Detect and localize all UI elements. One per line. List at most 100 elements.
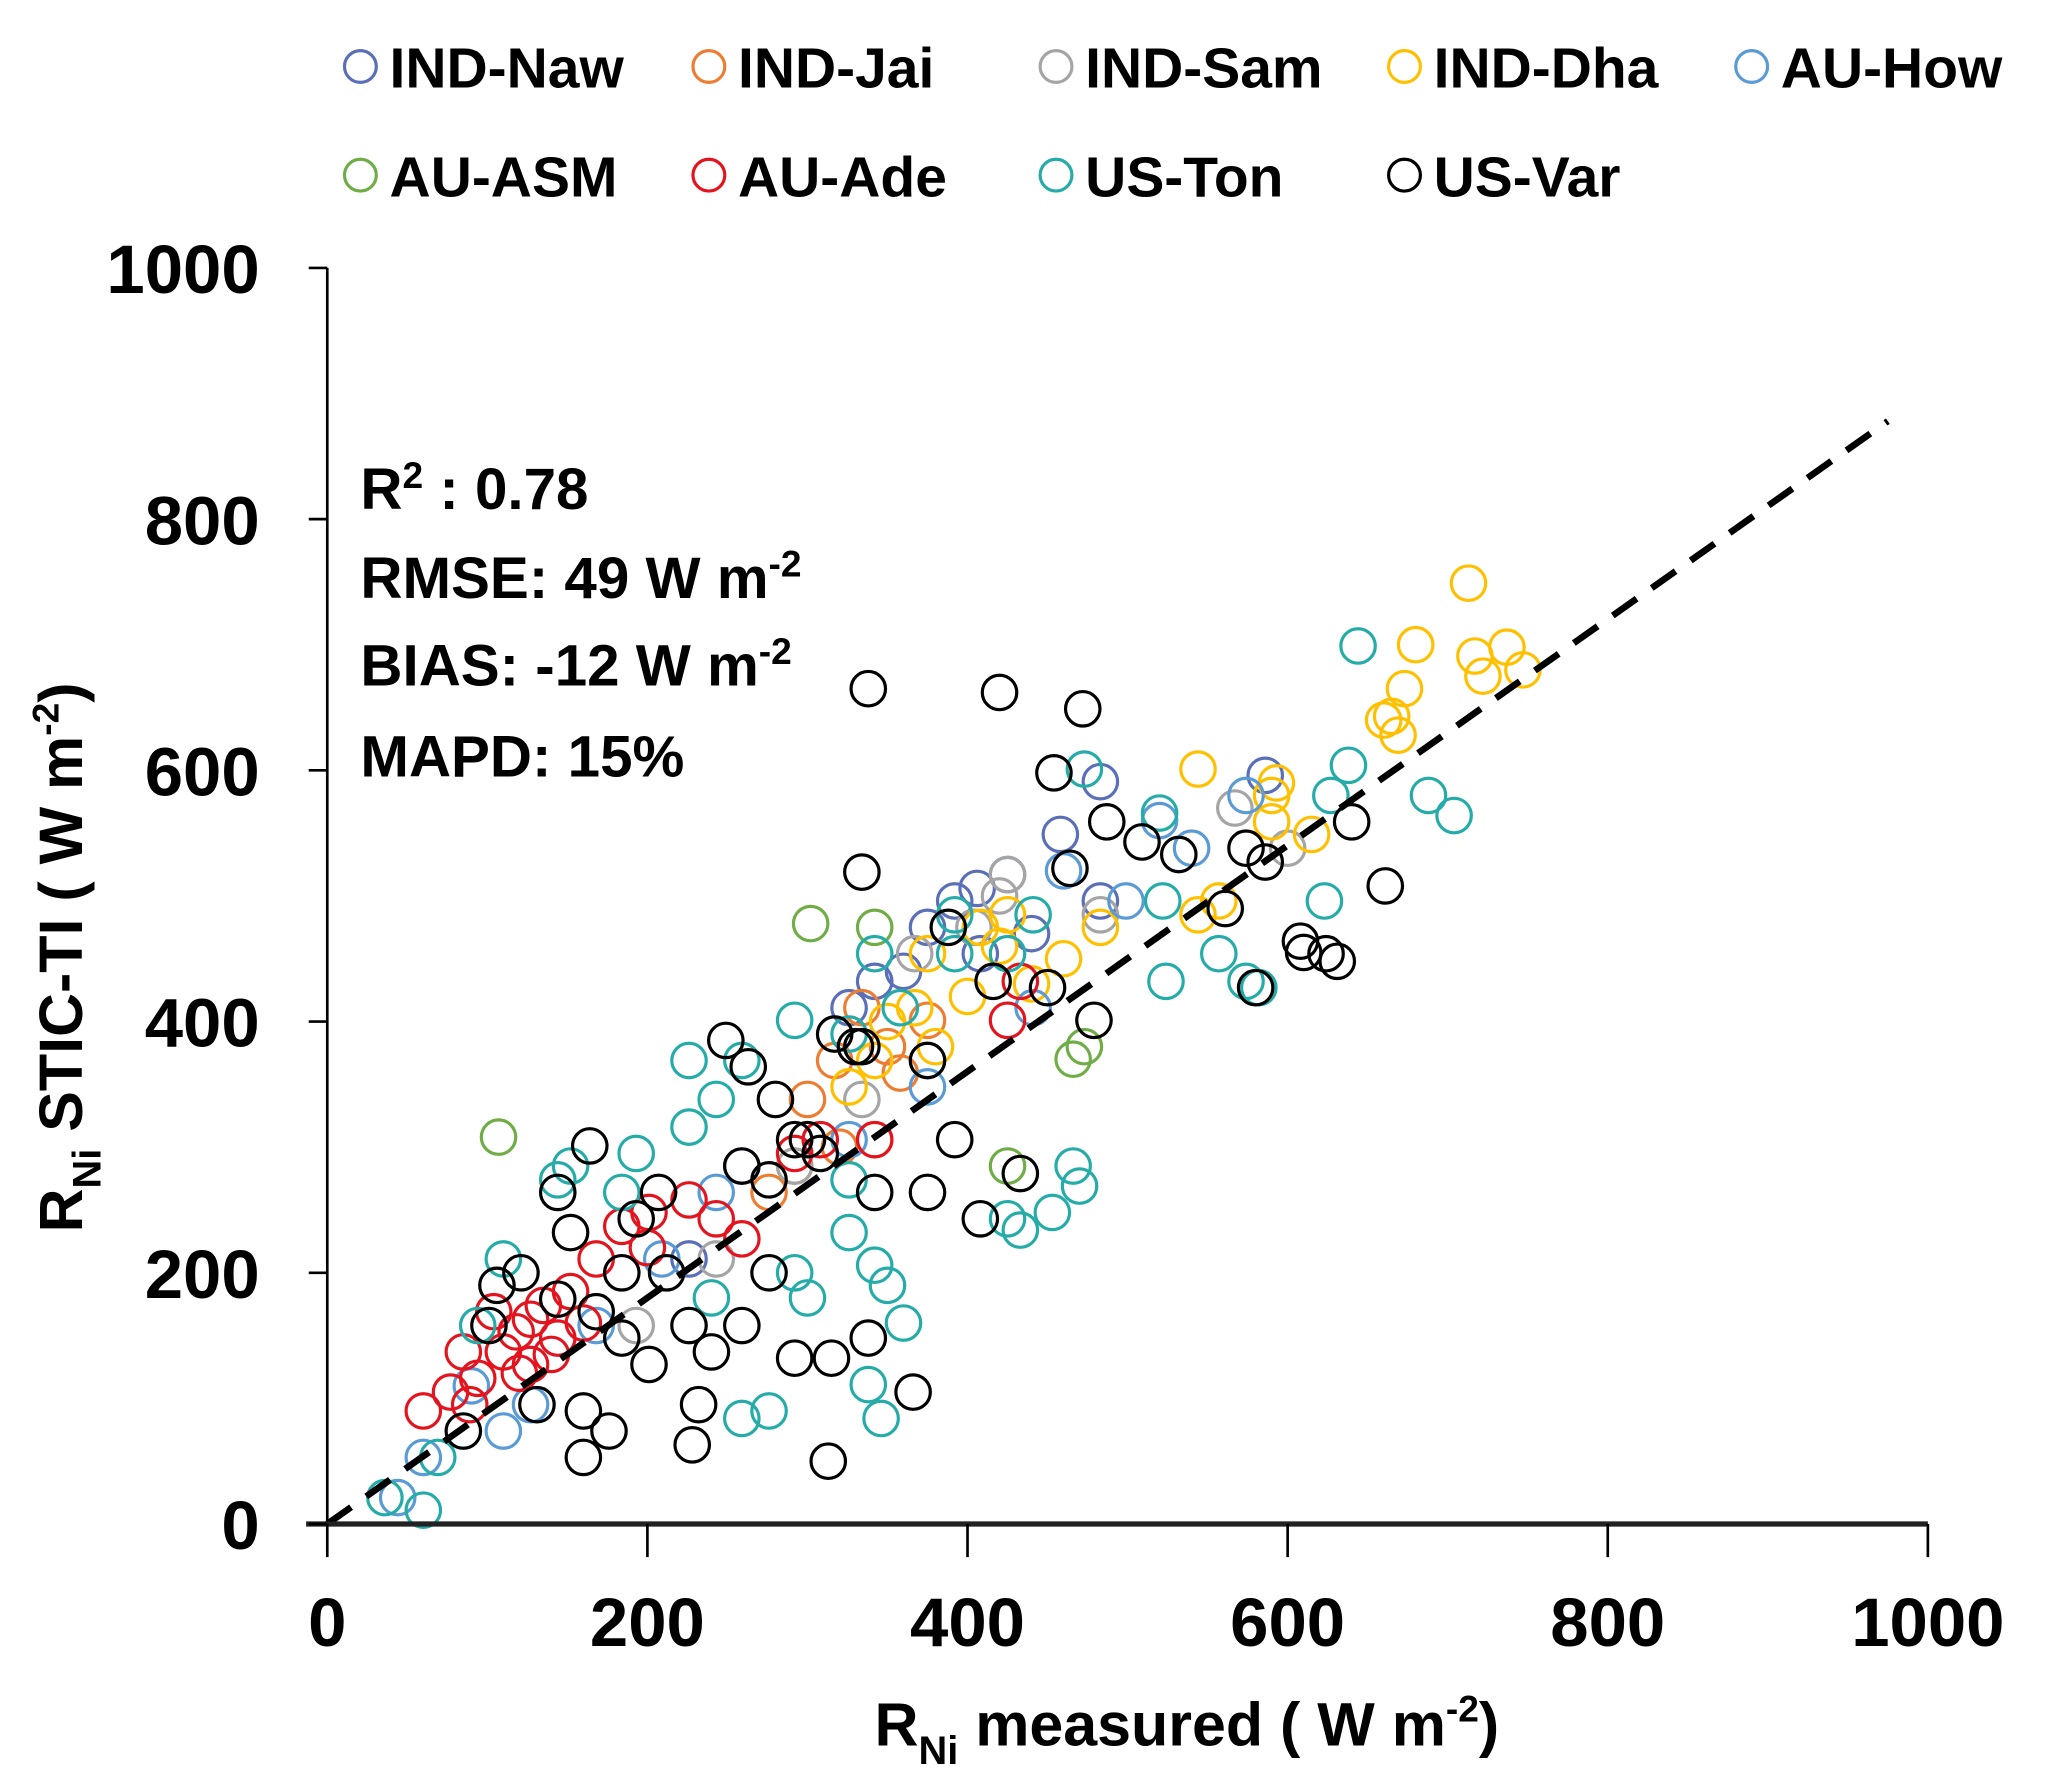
data-point xyxy=(884,1304,923,1342)
legend-marker-icon xyxy=(1038,49,1074,84)
data-point xyxy=(935,934,974,973)
y-axis-label: RNi STIC-TI ( W m-2) xyxy=(24,682,109,1232)
data-point xyxy=(908,1173,947,1212)
data-point xyxy=(843,1080,881,1119)
legend-item: IND-Naw xyxy=(342,37,625,101)
data-point xyxy=(1081,908,1120,947)
data-point xyxy=(1014,895,1052,934)
data-point xyxy=(1001,1154,1040,1193)
legend-item: AU-ASM xyxy=(342,145,618,209)
data-point xyxy=(1379,716,1417,754)
data-point xyxy=(497,1313,535,1351)
data-point xyxy=(775,1339,814,1378)
data-point xyxy=(431,1373,470,1411)
data-point xyxy=(809,1442,848,1481)
data-point xyxy=(450,1385,489,1424)
data-point xyxy=(1179,750,1217,788)
legend-label: US-Var xyxy=(1434,145,1621,209)
legend-label: IND-Sam xyxy=(1085,37,1322,101)
data-point xyxy=(1396,625,1435,664)
legend-marker-icon xyxy=(1387,157,1422,193)
data-point xyxy=(723,1220,761,1258)
data-point xyxy=(801,1134,840,1173)
data-point xyxy=(974,962,1012,1001)
data-point xyxy=(617,1306,656,1345)
data-point xyxy=(723,1306,761,1345)
data-point xyxy=(1216,789,1254,827)
data-point xyxy=(1329,746,1368,785)
data-point xyxy=(602,1319,641,1357)
data-point xyxy=(1488,628,1526,667)
data-point xyxy=(673,1426,712,1464)
data-point xyxy=(707,1021,745,1060)
data-point xyxy=(855,1120,894,1159)
series-ind-sam xyxy=(617,789,1307,1345)
data-point xyxy=(470,1306,508,1345)
data-point xyxy=(538,1173,577,1212)
data-point xyxy=(538,1280,577,1318)
data-point xyxy=(849,1365,888,1404)
data-point xyxy=(602,1253,641,1292)
data-point xyxy=(830,1161,868,1199)
data-point xyxy=(1292,815,1331,854)
data-point xyxy=(801,1120,840,1159)
data-point xyxy=(836,1027,875,1066)
fit-line xyxy=(325,418,1890,1527)
data-point xyxy=(791,904,830,943)
data-point xyxy=(564,1392,603,1430)
legend-label: AU-Ade xyxy=(738,145,947,209)
data-point xyxy=(1054,1147,1092,1185)
data-point xyxy=(855,1246,894,1285)
data-point xyxy=(697,1199,736,1238)
legend-item: AU-How xyxy=(1734,37,2003,101)
data-point xyxy=(1339,627,1377,665)
legend-item: IND-Dha xyxy=(1387,37,1660,101)
data-point xyxy=(1364,701,1403,739)
data-point xyxy=(1107,882,1145,920)
series-ind-dha xyxy=(830,564,1542,1106)
legend-item: US-Var xyxy=(1387,145,1621,209)
data-point xyxy=(1041,815,1080,854)
data-point xyxy=(511,1300,550,1339)
data-point xyxy=(1123,823,1161,861)
annotation-mapd: MAPD: 15% xyxy=(360,725,684,790)
series-us-ton xyxy=(366,627,1473,1529)
data-point xyxy=(670,1306,708,1345)
data-point xyxy=(908,1068,947,1106)
data-point xyxy=(479,1118,518,1156)
legend-label: IND-Naw xyxy=(390,37,625,101)
data-point xyxy=(908,1041,947,1080)
data-point xyxy=(1159,835,1198,874)
data-point xyxy=(849,669,888,708)
x-tick-label: 1000 xyxy=(1851,1584,2004,1661)
data-point xyxy=(1385,669,1424,708)
data-point xyxy=(868,1002,907,1041)
data-point xyxy=(1081,882,1120,920)
data-point xyxy=(908,934,947,973)
data-point xyxy=(988,1199,1027,1238)
data-point xyxy=(980,927,1019,966)
legend-label: AU-ASM xyxy=(390,145,618,209)
series-ind-naw xyxy=(670,756,1285,1278)
data-point xyxy=(1252,803,1291,841)
data-point xyxy=(404,1491,443,1529)
data-point xyxy=(1435,796,1473,835)
legend-label: AU-How xyxy=(1781,37,2003,101)
data-point xyxy=(1143,882,1182,920)
data-points xyxy=(366,564,1542,1529)
data-point xyxy=(518,1385,556,1424)
x-axis-label: RNi measured ( W m-2) xyxy=(875,1687,1500,1772)
data-point xyxy=(988,1001,1027,1040)
data-point xyxy=(1318,942,1357,981)
data-point xyxy=(948,977,987,1016)
legend-marker-icon xyxy=(1387,49,1422,84)
data-point xyxy=(1140,794,1179,832)
data-point xyxy=(788,1080,827,1119)
legend-label: IND-Dha xyxy=(1434,37,1660,101)
data-point xyxy=(502,1253,540,1292)
data-point xyxy=(1456,637,1494,675)
y-tick-label: 1000 xyxy=(106,231,259,308)
data-point xyxy=(444,1333,483,1371)
y-tick-label: 0 xyxy=(221,1487,259,1564)
data-point xyxy=(843,853,881,891)
